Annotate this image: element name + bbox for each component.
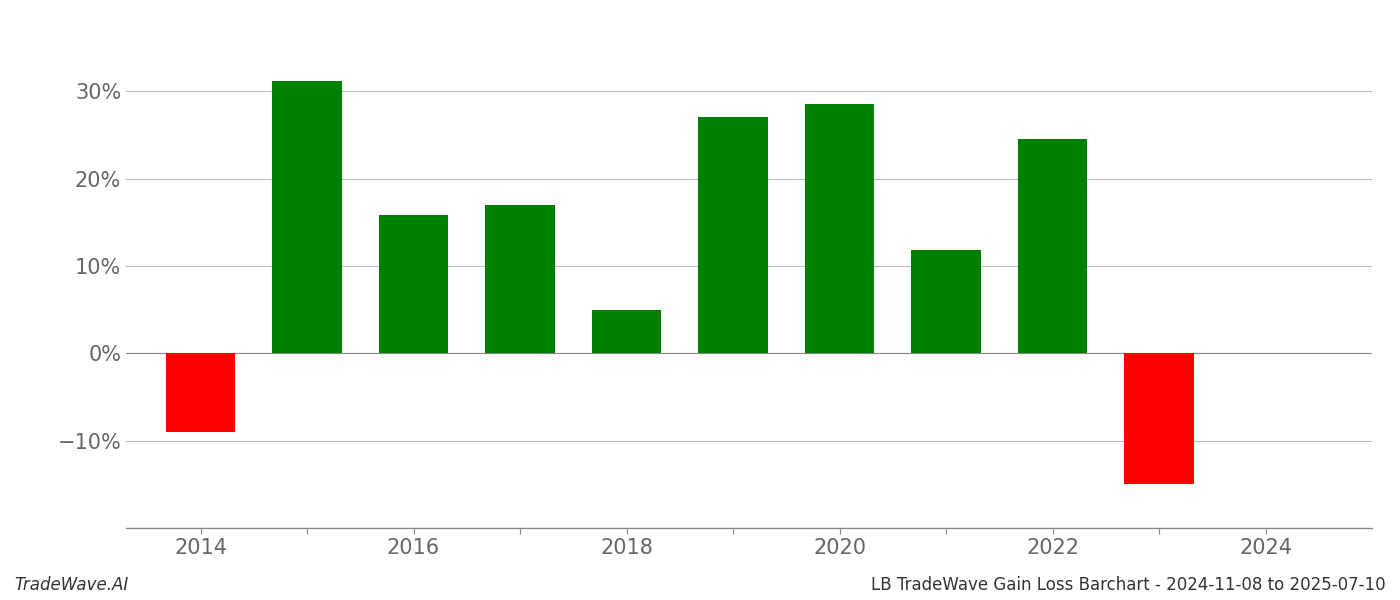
Text: LB TradeWave Gain Loss Barchart - 2024-11-08 to 2025-07-10: LB TradeWave Gain Loss Barchart - 2024-1… — [871, 576, 1386, 594]
Bar — [273, 80, 342, 353]
Bar — [1124, 353, 1194, 484]
Text: TradeWave.AI: TradeWave.AI — [14, 576, 129, 594]
Bar — [167, 353, 235, 432]
Bar — [592, 310, 661, 353]
Bar — [805, 104, 874, 353]
Bar — [699, 118, 767, 353]
Bar — [486, 205, 554, 353]
Bar — [379, 215, 448, 353]
Bar — [1018, 139, 1088, 353]
Bar — [911, 250, 980, 353]
